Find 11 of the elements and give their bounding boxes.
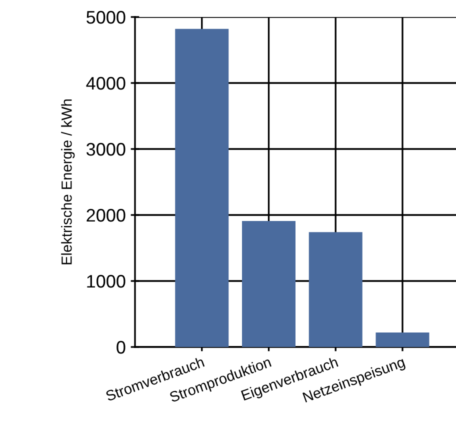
y-tick-label: 0 — [116, 340, 126, 354]
bar — [376, 332, 430, 347]
bar — [308, 232, 362, 347]
y-axis-title: Elektrische Energie / kWh — [61, 99, 75, 264]
bar — [175, 28, 229, 347]
y-tick-label: 2000 — [86, 208, 126, 222]
y-tick-label: 1000 — [87, 274, 126, 288]
y-tick-label: 5000 — [86, 10, 126, 24]
y-tick-label: 4000 — [86, 76, 126, 90]
y-tick-label: 3000 — [86, 142, 126, 156]
bar — [242, 220, 296, 347]
